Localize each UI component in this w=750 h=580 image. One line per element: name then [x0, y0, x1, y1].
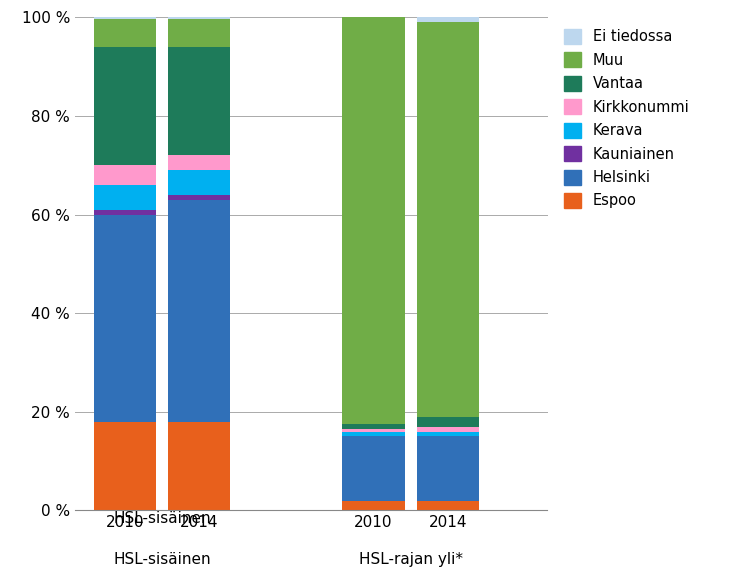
Text: HSL-sisäinen: HSL-sisäinen	[113, 552, 211, 567]
Bar	[342, 424, 404, 429]
Bar	[417, 416, 479, 427]
Bar	[94, 422, 156, 510]
Bar	[342, 436, 404, 501]
Bar	[94, 17, 156, 19]
Bar	[342, 429, 404, 432]
Bar	[168, 47, 230, 155]
Bar	[417, 427, 479, 432]
Bar	[94, 19, 156, 47]
Bar	[417, 17, 479, 23]
Bar	[168, 155, 230, 171]
Bar	[417, 23, 479, 416]
Bar	[417, 501, 479, 510]
Bar	[94, 210, 156, 215]
Bar	[94, 47, 156, 165]
Bar	[168, 422, 230, 510]
Bar	[168, 19, 230, 47]
Text: HSL-sisäinen: HSL-sisäinen	[113, 511, 211, 526]
Bar	[417, 436, 479, 501]
Text: HSL-rajan yli*: HSL-rajan yli*	[358, 552, 463, 567]
Bar	[417, 432, 479, 437]
Bar	[94, 185, 156, 210]
Bar	[168, 17, 230, 19]
Bar	[342, 501, 404, 510]
Bar	[94, 165, 156, 185]
Bar	[168, 171, 230, 195]
Bar	[342, 432, 404, 437]
Bar	[168, 200, 230, 422]
Legend: Ei tiedossa, Muu, Vantaa, Kirkkonummi, Kerava, Kauniainen, Helsinki, Espoo: Ei tiedossa, Muu, Vantaa, Kirkkonummi, K…	[560, 25, 694, 213]
Bar	[342, 17, 404, 424]
Bar	[94, 215, 156, 422]
Bar	[168, 195, 230, 200]
